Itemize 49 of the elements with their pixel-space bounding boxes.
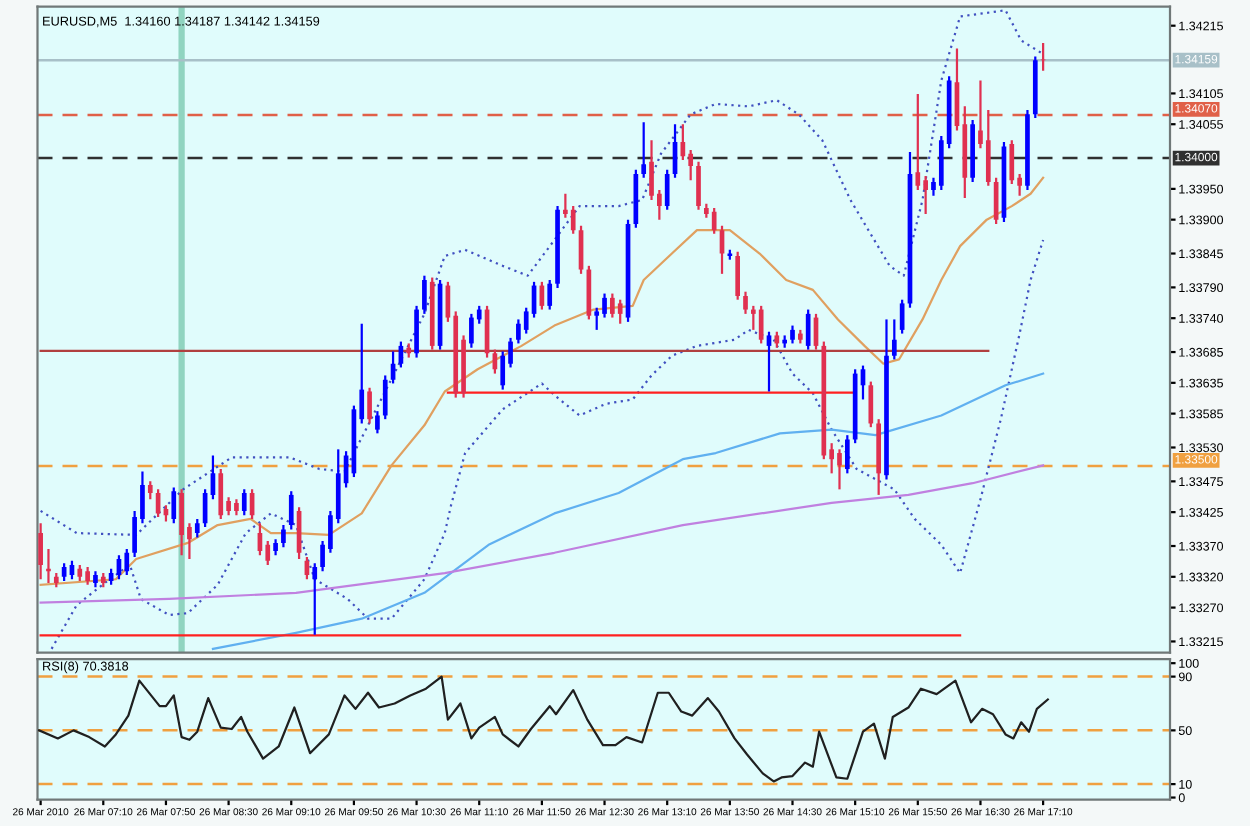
line-series bbox=[211, 372, 1045, 650]
candlestick bbox=[805, 308, 811, 351]
candlestick bbox=[179, 488, 184, 557]
candlestick bbox=[711, 206, 717, 235]
candlestick bbox=[617, 298, 623, 325]
candlestick bbox=[312, 562, 318, 636]
candlestick bbox=[844, 434, 850, 475]
candlestick bbox=[891, 318, 897, 361]
candlestick bbox=[414, 304, 419, 359]
line-series bbox=[39, 176, 1045, 586]
candlestick bbox=[594, 306, 600, 331]
line-series bbox=[39, 464, 1045, 604]
candlestick bbox=[367, 386, 372, 425]
candlestick bbox=[923, 174, 928, 216]
candlestick bbox=[758, 304, 764, 345]
line-series bbox=[37, 675, 1049, 783]
candlestick bbox=[281, 523, 286, 549]
candlestick bbox=[375, 410, 380, 435]
candlestick bbox=[985, 108, 991, 187]
candlestick bbox=[735, 250, 741, 301]
candlestick bbox=[124, 547, 130, 577]
candlestick bbox=[688, 148, 694, 182]
candlestick bbox=[382, 374, 388, 421]
candlestick bbox=[915, 92, 921, 192]
candlestick bbox=[743, 290, 748, 315]
candlestick bbox=[766, 330, 772, 393]
candlestick bbox=[602, 292, 607, 319]
candlestick bbox=[664, 168, 670, 211]
candlestick bbox=[218, 467, 224, 521]
line-series bbox=[50, 238, 1045, 650]
candlestick bbox=[194, 517, 200, 539]
candlestick bbox=[422, 274, 427, 315]
candlestick bbox=[38, 522, 43, 581]
candlestick bbox=[570, 205, 576, 235]
candlestick bbox=[288, 490, 294, 531]
candlestick bbox=[516, 318, 521, 345]
candlestick bbox=[868, 380, 874, 429]
candlestick bbox=[641, 121, 647, 179]
candlestick bbox=[547, 278, 553, 311]
candlestick bbox=[500, 350, 506, 391]
candlestick bbox=[241, 488, 247, 517]
candlestick bbox=[696, 160, 701, 211]
candlestick bbox=[265, 539, 271, 567]
candlestick bbox=[837, 448, 842, 491]
candlestick bbox=[469, 312, 474, 349]
candlestick bbox=[1009, 139, 1015, 186]
candlestick bbox=[610, 292, 615, 319]
candlestick bbox=[649, 139, 654, 202]
candlestick bbox=[171, 486, 177, 525]
